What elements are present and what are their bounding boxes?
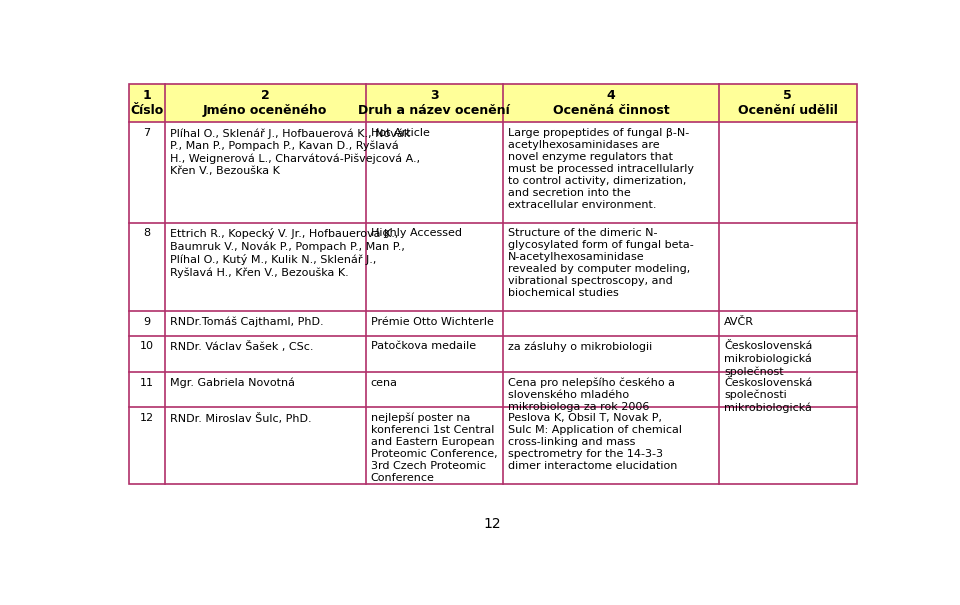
Text: 2
Jméno oceněného: 2 Jméno oceněného [203,90,327,117]
Text: Cena pro nelepšího českého a
slovenského mladého
mikrobiologa za rok 2006: Cena pro nelepšího českého a slovenského… [509,378,676,412]
Text: Highly Accessed: Highly Accessed [371,228,462,238]
Text: Structure of the dimeric N-
glycosylated form of fungal beta-
N-acetylhexosamini: Structure of the dimeric N- glycosylated… [509,228,694,298]
Text: 9: 9 [143,316,151,327]
Text: Prémie Otto Wichterle: Prémie Otto Wichterle [371,316,493,327]
Text: 10: 10 [140,341,154,352]
Text: Large propeptides of fungal β-N-
acetylhexosaminidases are
novel enzyme regulato: Large propeptides of fungal β-N- acetylh… [509,128,694,210]
Text: Mgr. Gabriela Novotná: Mgr. Gabriela Novotná [170,378,295,388]
Text: Peslova K, Obsil T, Novak P,
Sulc M: Application of chemical
cross-linking and m: Peslova K, Obsil T, Novak P, Sulc M: App… [509,413,683,471]
Text: 3
Druh a název ocenění: 3 Druh a název ocenění [358,90,510,117]
Text: Ettrich R., Kopecký V. Jr., Hofbauerová K.,
Baumruk V., Novák P., Pompach P., Ma: Ettrich R., Kopecký V. Jr., Hofbauerová … [170,228,405,278]
Text: RNDr. Václav Šašek , CSc.: RNDr. Václav Šašek , CSc. [170,341,313,352]
Text: 12: 12 [140,413,154,423]
Text: 1
Číslo: 1 Číslo [131,90,163,117]
Text: Plíhal O., Sklenář J., Hofbauerová K., Novák
P., Man P., Pompach P., Kavan D., R: Plíhal O., Sklenář J., Hofbauerová K., N… [170,128,420,176]
Text: 12: 12 [483,517,501,531]
Bar [129,84,856,122]
Text: 11: 11 [140,378,154,388]
Text: RNDr. Miroslav Šulc, PhD.: RNDr. Miroslav Šulc, PhD. [170,413,311,423]
Text: Patočkova medaile: Patočkova medaile [371,341,476,352]
Text: za zásluhy o mikrobiologii: za zásluhy o mikrobiologii [509,341,653,352]
Text: cena: cena [371,378,397,388]
Text: Československá
mikrobiologická
společnost: Československá mikrobiologická společnos… [724,341,812,377]
Text: Československá
společnosti
mikrobiologická: Československá společnosti mikrobiologic… [724,378,812,413]
Text: nejlepší poster na
konferenci 1st Central
and Eastern European
Proteomic Confere: nejlepší poster na konferenci 1st Centra… [371,413,497,483]
Text: 7: 7 [143,128,151,138]
Text: 5
Ocenění udělil: 5 Ocenění udělil [738,90,838,117]
Text: RNDr.Tomáš Cajthaml, PhD.: RNDr.Tomáš Cajthaml, PhD. [170,316,324,327]
Text: AVČR: AVČR [724,316,755,327]
Bar [129,84,856,484]
Text: 8: 8 [143,228,151,238]
Text: Hot Article: Hot Article [371,128,430,138]
Text: 4
Oceněná činnost: 4 Oceněná činnost [553,90,669,117]
